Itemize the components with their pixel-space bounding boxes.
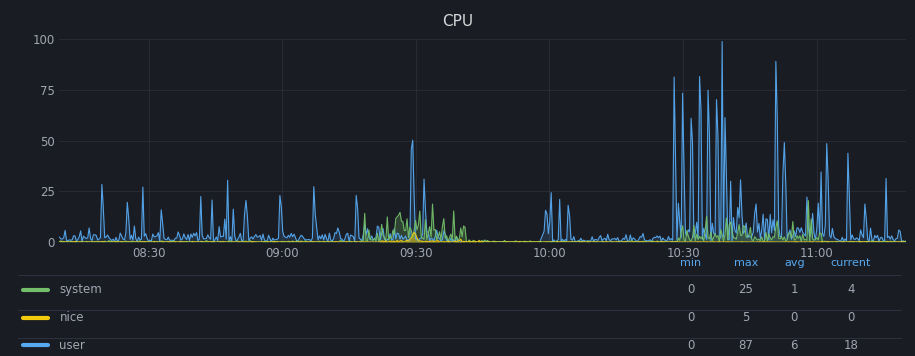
Text: 1: 1 bbox=[791, 283, 798, 296]
Text: max: max bbox=[734, 258, 758, 268]
Text: avg: avg bbox=[784, 258, 804, 268]
Text: 6: 6 bbox=[791, 339, 798, 352]
Text: 0: 0 bbox=[847, 311, 855, 324]
Text: 0: 0 bbox=[687, 311, 694, 324]
Text: min: min bbox=[680, 258, 702, 268]
Text: system: system bbox=[59, 283, 102, 296]
Text: 0: 0 bbox=[687, 283, 694, 296]
Text: 18: 18 bbox=[844, 339, 858, 352]
Text: 25: 25 bbox=[738, 283, 753, 296]
Text: CPU: CPU bbox=[442, 14, 473, 29]
Text: nice: nice bbox=[59, 311, 84, 324]
Text: 0: 0 bbox=[687, 339, 694, 352]
Text: user: user bbox=[59, 339, 85, 352]
Text: current: current bbox=[831, 258, 871, 268]
Text: 0: 0 bbox=[791, 311, 798, 324]
Text: 4: 4 bbox=[847, 283, 855, 296]
Text: 87: 87 bbox=[738, 339, 753, 352]
Text: 5: 5 bbox=[742, 311, 749, 324]
